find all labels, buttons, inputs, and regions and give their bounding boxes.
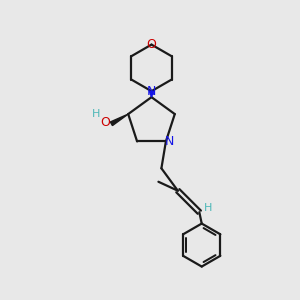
Text: O: O xyxy=(147,38,156,51)
Polygon shape xyxy=(110,114,128,126)
Text: N: N xyxy=(147,85,156,98)
Text: O: O xyxy=(100,116,110,129)
Text: H: H xyxy=(203,203,212,213)
Text: N: N xyxy=(165,135,174,148)
Text: H: H xyxy=(92,109,100,119)
Polygon shape xyxy=(149,91,154,97)
